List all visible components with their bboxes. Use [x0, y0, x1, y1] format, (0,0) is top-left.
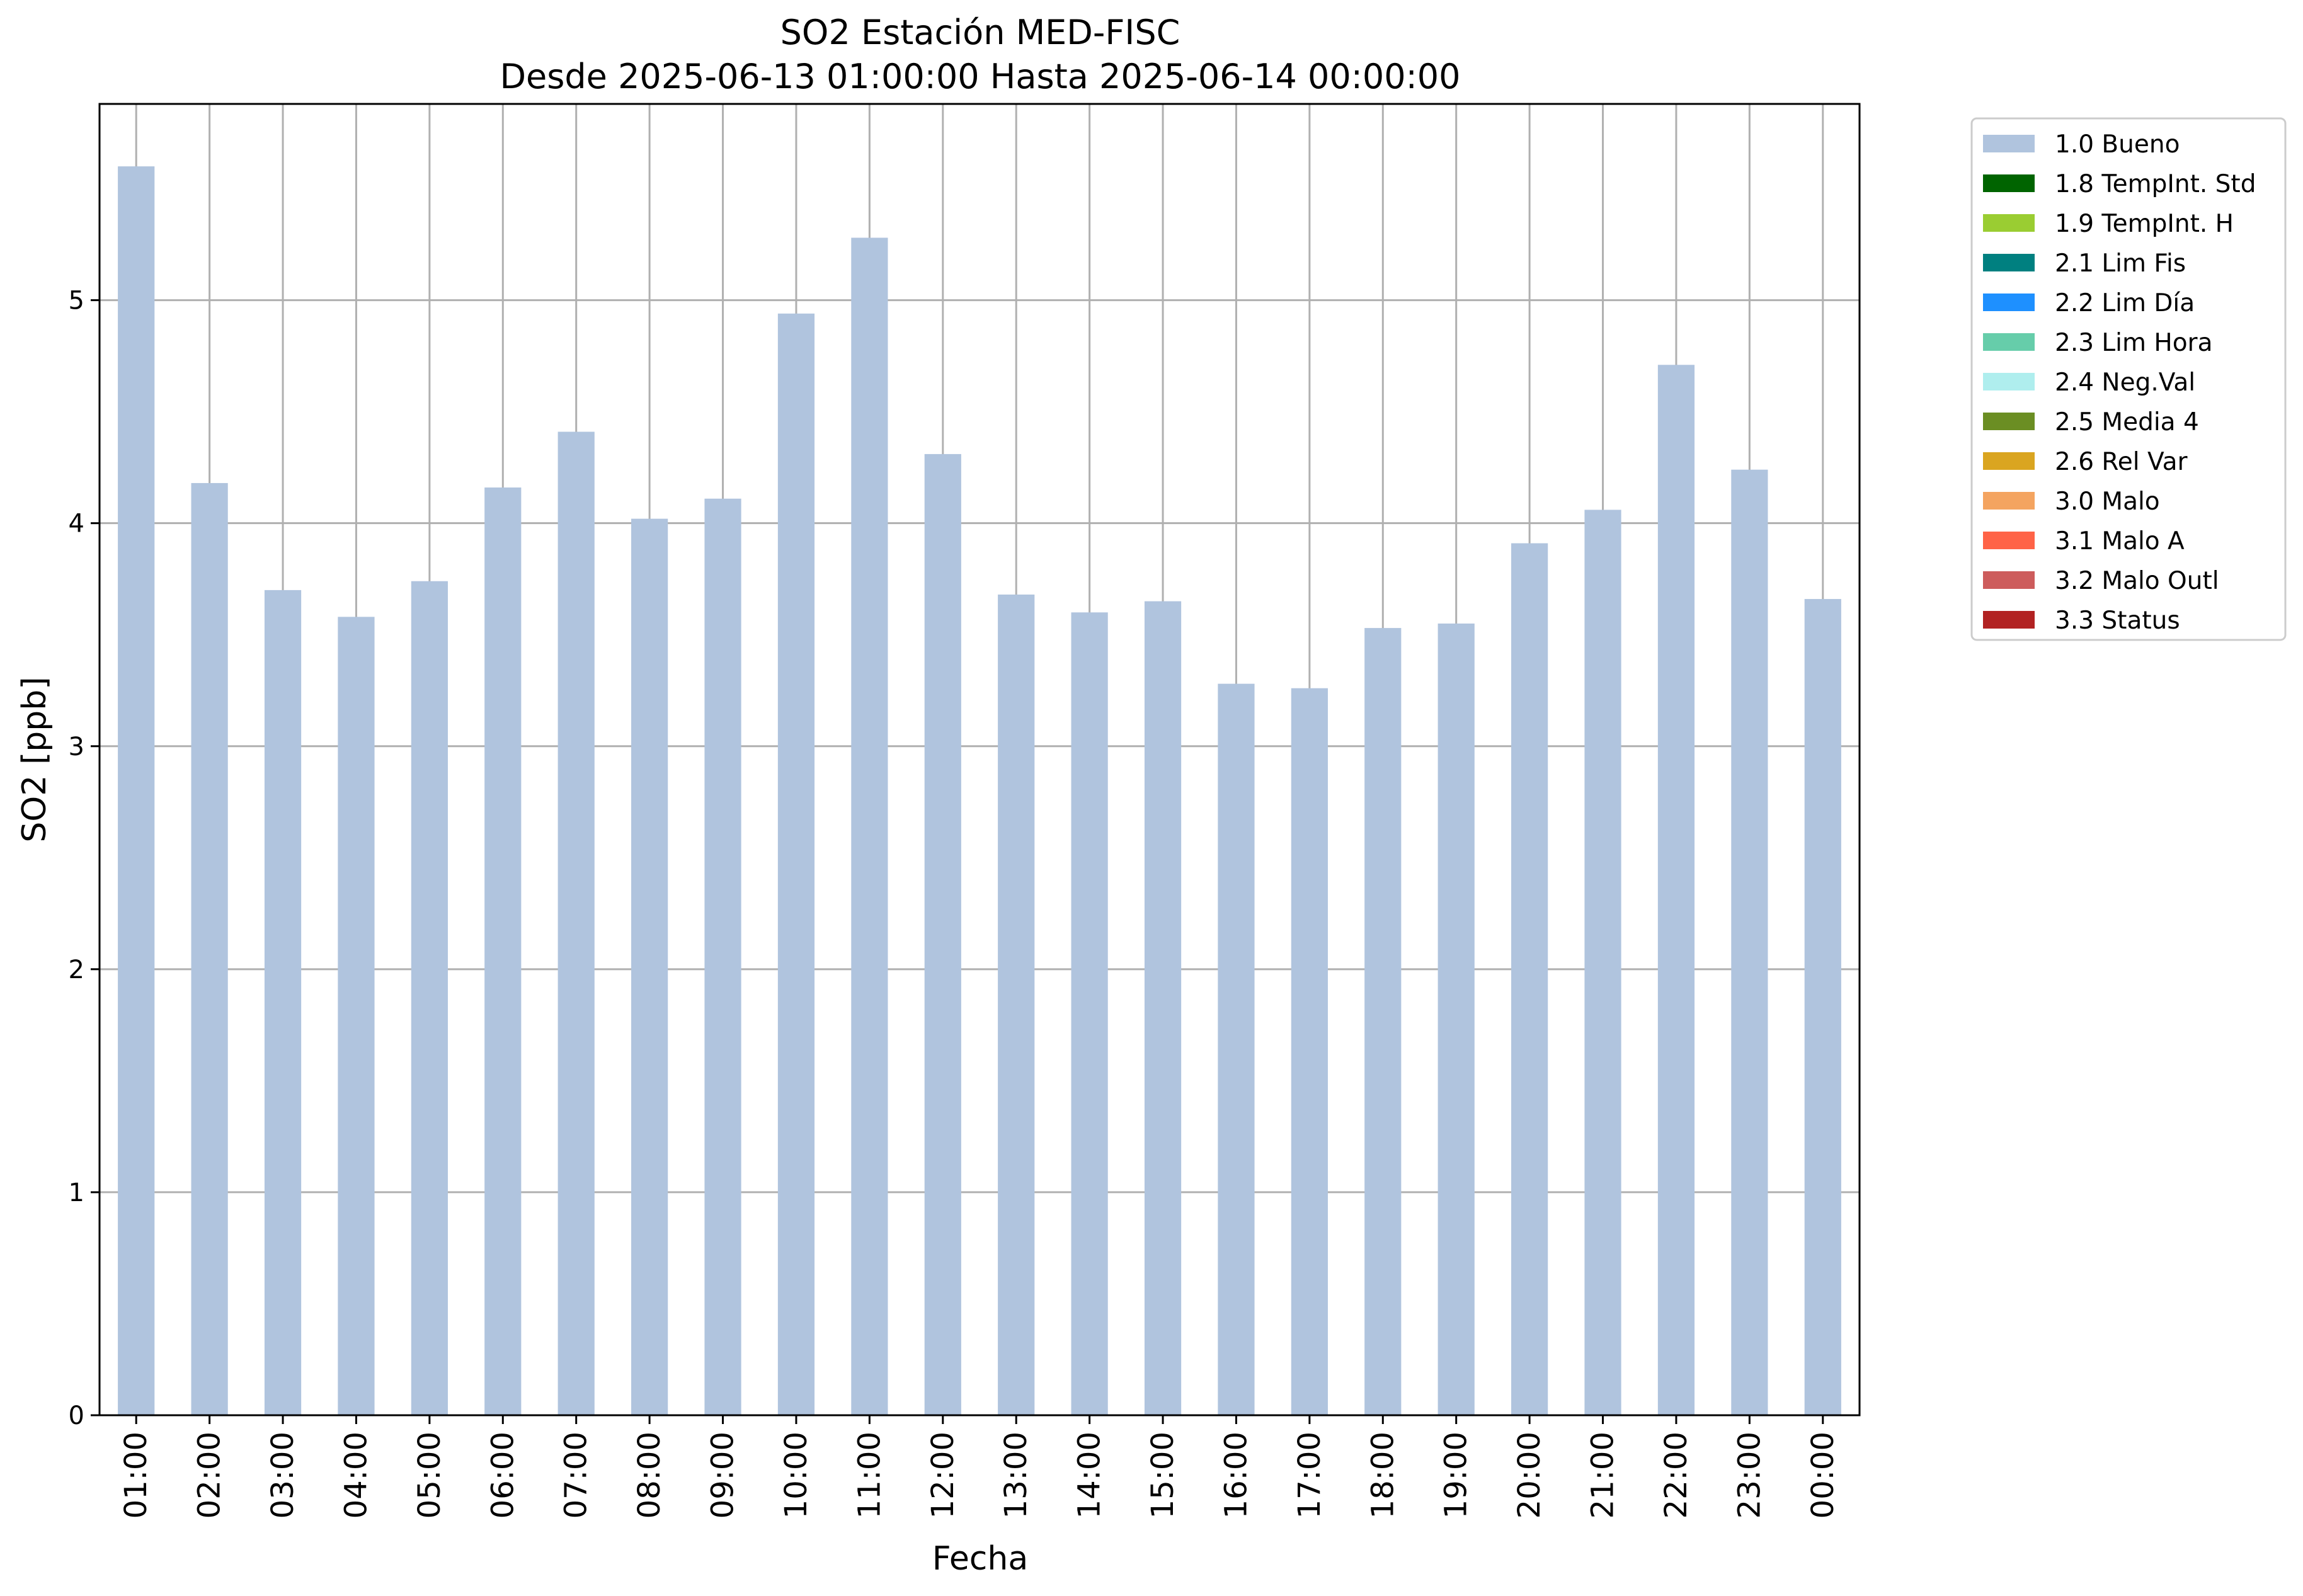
bar-03:00	[264, 590, 302, 1415]
x-tick-label: 02:00	[192, 1432, 227, 1519]
x-tick-label: 07:00	[559, 1432, 594, 1519]
x-tick-label: 14:00	[1072, 1432, 1107, 1519]
legend-label: 2.1 Lim Fis	[2055, 249, 2186, 278]
bar-22:00	[1657, 365, 1695, 1415]
x-tick-label: 05:00	[412, 1432, 447, 1519]
x-tick-label: 21:00	[1586, 1432, 1621, 1519]
legend-label: 2.6 Rel Var	[2055, 448, 2188, 476]
x-tick-label: 11:00	[852, 1432, 887, 1519]
x-tick-label: 20:00	[1512, 1432, 1547, 1519]
x-tick-label: 00:00	[1805, 1432, 1841, 1519]
plot-frame	[98, 103, 1861, 1416]
y-tick-label: 3	[69, 732, 84, 761]
legend-swatch	[1983, 373, 2035, 390]
legend-frame	[1970, 117, 2287, 641]
bar-12:00	[924, 453, 961, 1415]
bar-13:00	[998, 594, 1035, 1415]
x-tick-label: 17:00	[1292, 1432, 1327, 1519]
x-tick-label: 01:00	[118, 1432, 154, 1519]
bar-11:00	[851, 237, 888, 1415]
legend-swatch	[1983, 413, 2035, 430]
bar-20:00	[1511, 543, 1548, 1416]
legend-swatch	[1983, 174, 2035, 192]
y-tick-label: 1	[69, 1178, 84, 1207]
x-tick-label: 13:00	[998, 1432, 1034, 1519]
legend-swatch	[1983, 254, 2035, 271]
bar-06:00	[484, 487, 522, 1415]
legend-label: 3.3 Status	[2055, 607, 2180, 635]
legend-label: 1.8 TempInt. Std	[2055, 170, 2256, 198]
y-tick-label: 5	[69, 287, 84, 316]
legend-label: 3.2 Malo Outl	[2055, 567, 2219, 595]
legend-swatch	[1983, 571, 2035, 589]
x-tick-label: 22:00	[1659, 1432, 1694, 1519]
legend-label: 3.0 Malo	[2055, 487, 2160, 516]
x-tick-label: 04:00	[338, 1432, 374, 1519]
bar-05:00	[411, 581, 448, 1416]
bar-16:00	[1218, 683, 1255, 1415]
legend-swatch	[1983, 135, 2035, 152]
bar-02:00	[191, 482, 228, 1416]
legend-label: 2.3 Lim Hora	[2055, 329, 2213, 357]
legend-swatch	[1983, 294, 2035, 311]
bar-08:00	[631, 518, 668, 1416]
bar-01:00	[118, 166, 155, 1416]
bar-04:00	[338, 617, 375, 1416]
x-tick-label: 18:00	[1365, 1432, 1400, 1519]
legend-label: 1.0 Bueno	[2055, 130, 2180, 159]
y-tick-label: 0	[69, 1401, 84, 1430]
bar-19:00	[1437, 624, 1475, 1415]
legend-label: 2.2 Lim Día	[2055, 289, 2195, 317]
bar-00:00	[1804, 599, 1841, 1415]
legend-label: 2.5 Media 4	[2055, 408, 2199, 436]
chart-title: SO2 Estación MED-FISC	[780, 13, 1180, 52]
x-tick-label: 08:00	[632, 1432, 667, 1519]
bar-14:00	[1071, 612, 1108, 1415]
x-tick-label: 10:00	[779, 1432, 814, 1519]
y-tick-label: 2	[69, 955, 84, 984]
bar-21:00	[1584, 510, 1621, 1415]
x-tick-label: 19:00	[1439, 1432, 1474, 1519]
x-tick-label: 09:00	[706, 1432, 741, 1519]
y-axis: 0 1 2 3 4 5	[69, 287, 100, 1430]
legend-swatch	[1983, 452, 2035, 470]
bar-09:00	[704, 498, 741, 1415]
x-tick-label: 03:00	[265, 1432, 300, 1519]
legend-label: 2.4 Neg.Val	[2055, 368, 2195, 397]
y-axis-label: SO2 [ppb]	[16, 676, 54, 842]
x-axis-label: Fecha	[932, 1540, 1028, 1578]
bar-07:00	[557, 431, 595, 1415]
legend-label: 1.9 TempInt. H	[2055, 210, 2234, 238]
legend-swatch	[1983, 532, 2035, 549]
x-tick-label: 16:00	[1218, 1432, 1254, 1519]
bar-10:00	[777, 313, 815, 1416]
bar-15:00	[1144, 601, 1182, 1415]
bars	[118, 166, 1841, 1416]
x-tick-label: 06:00	[485, 1432, 520, 1519]
bar-17:00	[1291, 688, 1328, 1415]
chart-subtitle: Desde 2025-06-13 01:00:00 Hasta 2025-06-…	[500, 57, 1460, 96]
x-axis: 01:00 02:00 03:00 04:00 05:00 06:00 07:00 08:00…	[118, 1415, 1841, 1519]
bar-18:00	[1364, 628, 1402, 1416]
legend: 1.0 Bueno 1.8 TempInt. Std 1.9 TempInt. H 2…	[1970, 117, 2287, 641]
legend-swatch	[1983, 611, 2035, 629]
x-tick-label: 12:00	[925, 1432, 961, 1519]
legend-swatch	[1983, 492, 2035, 510]
legend-label: 3.1 Malo A	[2055, 527, 2185, 556]
bar-23:00	[1731, 469, 1768, 1415]
x-tick-label: 15:00	[1145, 1432, 1180, 1519]
y-tick-label: 4	[69, 510, 84, 539]
x-tick-label: 23:00	[1732, 1432, 1767, 1519]
legend-swatch	[1983, 333, 2035, 351]
legend-swatch	[1983, 214, 2035, 232]
